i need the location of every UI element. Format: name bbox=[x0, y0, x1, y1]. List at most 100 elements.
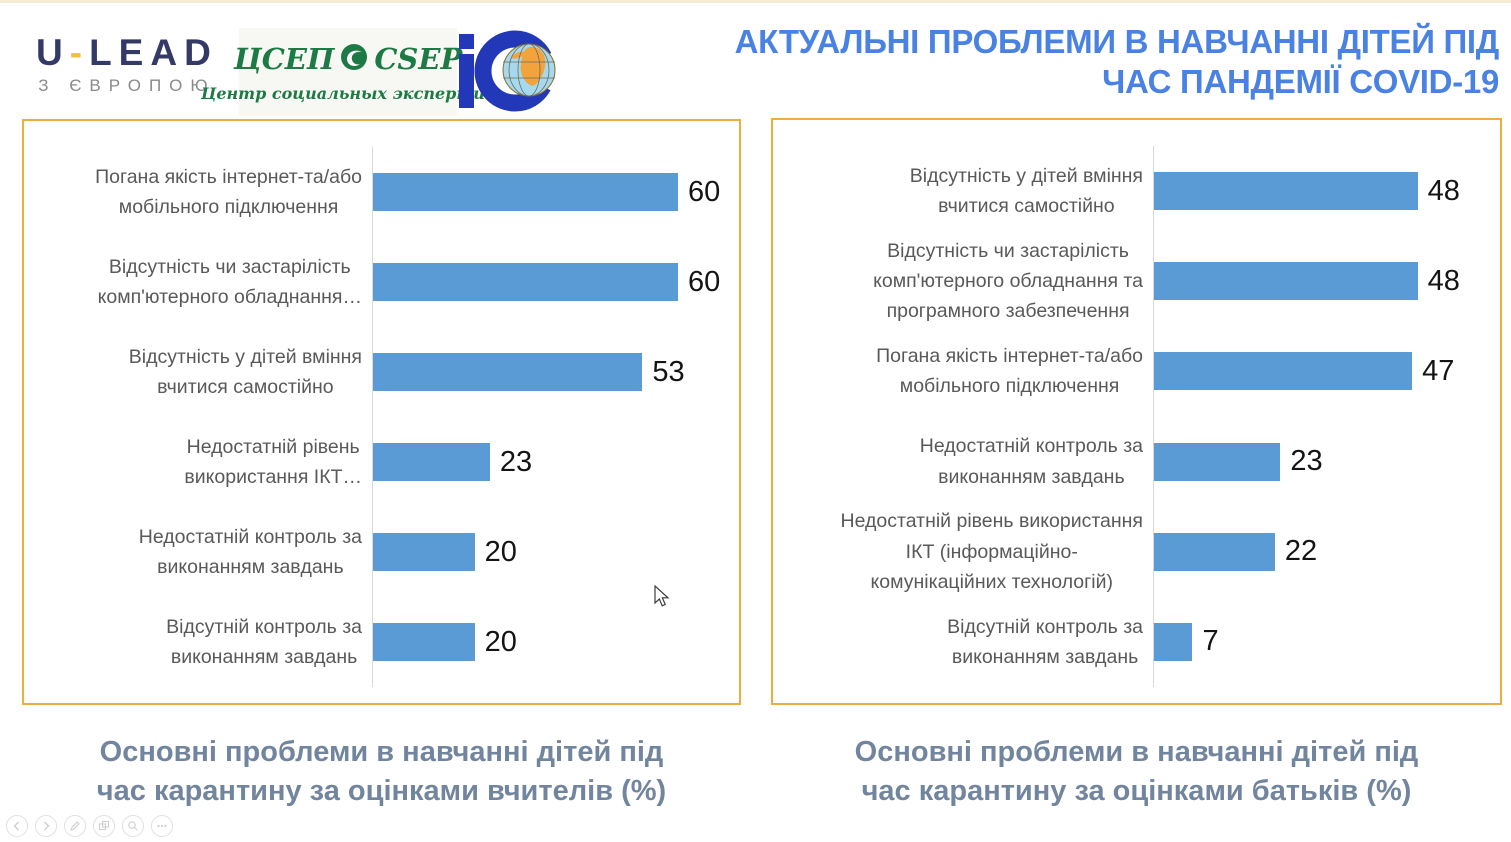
category-label: Погана якість інтернет-та/або мобільного… bbox=[95, 165, 362, 218]
ulead-word-u: U bbox=[36, 32, 70, 73]
category-label: Відсутній контроль за виконанням завдань bbox=[166, 615, 362, 668]
category-label-cell: Відсутність чи застарілість комп'ютерног… bbox=[24, 237, 372, 327]
parents-bar-chart: Відсутність у дітей вміння вчитися самос… bbox=[773, 120, 1500, 703]
chevron-left-icon bbox=[13, 821, 19, 831]
globe-icon bbox=[502, 43, 556, 97]
bar bbox=[373, 533, 475, 571]
category-label: Відсутність чи застарілість комп'ютерног… bbox=[873, 239, 1143, 323]
bar-track: 23 bbox=[372, 417, 739, 507]
category-label-cell: Відсутній контроль за виконанням завдань bbox=[773, 597, 1153, 687]
category-label-cell: Недостатній контроль за виконанням завда… bbox=[773, 417, 1153, 507]
csep-subtitle: Центр социальных экспертиз bbox=[200, 83, 496, 103]
value-label: 22 bbox=[1284, 535, 1318, 568]
teachers-bar-chart: Погана якість інтернет-та/або мобільного… bbox=[24, 121, 739, 703]
bar-track: 48 bbox=[1153, 146, 1500, 237]
next-slide-button[interactable] bbox=[35, 815, 57, 837]
bar bbox=[1154, 262, 1418, 301]
bar-track: 22 bbox=[1153, 506, 1500, 597]
category-label: Погана якість інтернет-та/або мобільного… bbox=[876, 345, 1143, 398]
value-label: 7 bbox=[1202, 625, 1219, 658]
bar-track: 20 bbox=[372, 597, 739, 687]
ulead-wordmark: U-LEAD bbox=[36, 32, 218, 73]
bar bbox=[1154, 442, 1281, 481]
bar-track: 48 bbox=[1153, 236, 1500, 327]
teachers-chart-box: Погана якість інтернет-та/або мобільного… bbox=[22, 119, 741, 705]
value-label: 53 bbox=[652, 355, 685, 388]
category-label: Відсутність у дітей вміння вчитися самос… bbox=[909, 164, 1143, 218]
chevron-right-icon bbox=[44, 821, 50, 831]
magnifier-icon bbox=[128, 821, 138, 831]
bar-track: 60 bbox=[372, 237, 739, 327]
bar bbox=[373, 173, 678, 211]
category-label-cell: Недостатній рівень використання ІКТ (інф… bbox=[773, 507, 1153, 597]
previous-slide-button[interactable] bbox=[6, 815, 28, 837]
category-label: Відсутній контроль за виконанням завдань bbox=[947, 615, 1143, 668]
teachers-chart-caption: Основні проблеми в навчанні дітей під ча… bbox=[96, 736, 667, 808]
bar bbox=[373, 623, 475, 661]
chart-row: Відсутність у дітей вміння вчитися самос… bbox=[773, 146, 1500, 237]
pen-tools-button[interactable] bbox=[64, 815, 86, 837]
parents-chart-box: Відсутність у дітей вміння вчитися самос… bbox=[771, 118, 1502, 705]
bar-track: 47 bbox=[1153, 326, 1500, 417]
csep-logo: ЦСЕП CSEP Центр социальных экспертиз bbox=[201, 28, 495, 116]
category-label: Недостатній рівень використання ІКТ (інф… bbox=[840, 510, 1143, 593]
chart-row: Недостатній контроль за виконанням завда… bbox=[773, 416, 1500, 507]
presenter-toolbar bbox=[6, 815, 173, 837]
bar bbox=[1154, 622, 1193, 661]
chart-row: Недостатній рівень використання ІКТ… 23 bbox=[24, 417, 739, 507]
bar bbox=[373, 353, 643, 391]
category-label: Відсутність чи застарілість комп'ютерног… bbox=[97, 255, 362, 308]
zoom-slide-button[interactable] bbox=[122, 815, 144, 837]
value-label: 48 bbox=[1427, 174, 1460, 207]
category-label-cell: Погана якість інтернет-та/або мобільного… bbox=[773, 326, 1153, 416]
csep-swirl-icon bbox=[339, 42, 369, 77]
ulead-word-lead: LEAD bbox=[89, 32, 218, 73]
category-label-cell: Відсутній контроль за виконанням завдань bbox=[24, 597, 372, 687]
bar bbox=[373, 443, 490, 481]
value-label: 60 bbox=[688, 265, 721, 298]
bar bbox=[373, 263, 678, 301]
value-label: 23 bbox=[1290, 445, 1323, 478]
value-label: 23 bbox=[499, 445, 533, 478]
chart-row: Відсутність у дітей вміння вчитися самос… bbox=[24, 327, 739, 417]
category-label-cell: Погана якість інтернет-та/або мобільного… bbox=[24, 147, 372, 237]
chart-row: Погана якість інтернет-та/або мобільного… bbox=[24, 147, 739, 237]
csep-latin: CSEP bbox=[374, 41, 463, 76]
bar bbox=[1154, 172, 1418, 211]
csep-wordmark: ЦСЕП CSEP bbox=[233, 41, 463, 77]
bar bbox=[1154, 532, 1275, 571]
csep-cyrillic: ЦСЕП bbox=[233, 41, 335, 76]
value-label: 60 bbox=[688, 175, 721, 208]
chart-row: Відсутній контроль за виконанням завдань… bbox=[773, 596, 1500, 688]
category-label: Недостатній рівень використання ІКТ… bbox=[184, 435, 362, 488]
value-label: 48 bbox=[1427, 264, 1460, 297]
category-label: Недостатній контроль за виконанням завда… bbox=[138, 525, 362, 578]
pen-icon bbox=[70, 821, 80, 831]
ellipsis-icon bbox=[157, 824, 167, 828]
chart-row: Відсутність чи застарілість комп'ютерног… bbox=[24, 237, 739, 327]
bar-track: 20 bbox=[372, 507, 739, 597]
bar-track: 60 bbox=[372, 147, 739, 237]
see-all-slides-button[interactable] bbox=[93, 815, 115, 837]
category-label-cell: Недостатній рівень використання ІКТ… bbox=[24, 417, 372, 507]
ic-logo-graphic bbox=[459, 30, 556, 112]
value-label: 20 bbox=[484, 535, 517, 568]
chart-row: Недостатній рівень використання ІКТ (інф… bbox=[773, 506, 1500, 597]
chart-row: Недостатній контроль за виконанням завда… bbox=[24, 507, 739, 597]
category-label-cell: Відсутність чи застарілість комп'ютерног… bbox=[773, 236, 1153, 326]
slides-grid-icon bbox=[98, 820, 110, 831]
mouse-cursor bbox=[653, 584, 671, 614]
slide-top-edge bbox=[0, 0, 1511, 3]
category-label: Недостатній контроль за виконанням завда… bbox=[919, 435, 1143, 488]
ulead-logo: U-LEAD З ЄВРОПОЮ bbox=[36, 32, 218, 96]
value-label: 20 bbox=[484, 625, 517, 658]
category-label-cell: Відсутність у дітей вміння вчитися самос… bbox=[773, 146, 1153, 236]
ic-logo bbox=[457, 26, 567, 114]
bar-track: 7 bbox=[1153, 596, 1500, 688]
category-label-cell: Недостатній контроль за виконанням завда… bbox=[24, 507, 372, 597]
more-options-button[interactable] bbox=[151, 815, 173, 837]
bar bbox=[1154, 352, 1413, 391]
slide-title: АКТУАЛЬНІ ПРОБЛЕМИ В НАВЧАННІ ДІТЕЙ ПІД … bbox=[734, 23, 1500, 100]
bar-track: 23 bbox=[1153, 416, 1500, 507]
chart-row: Відсутній контроль за виконанням завдань… bbox=[24, 597, 739, 687]
